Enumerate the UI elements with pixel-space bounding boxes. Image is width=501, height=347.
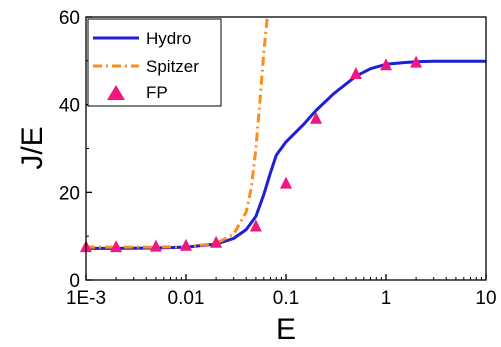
fp-point [380,58,392,71]
fp-point [280,176,292,189]
series-line-spitzer [86,16,269,249]
y-tick-label: 60 [59,8,80,29]
y-tick-label: 0 [69,271,80,292]
legend: Hydro Spitzer FP [87,18,222,107]
fp-point [110,240,123,253]
x-tick-label: 0.1 [273,288,299,309]
legend-box [87,18,222,107]
y-axis-ticks: 0 20 40 60 [59,8,92,292]
fp-point [210,235,223,248]
y-tick-label: 20 [59,183,80,204]
x-tick-label: 0.01 [168,288,205,309]
x-tick-label: 1E-3 [66,288,106,309]
fp-point [310,111,323,124]
fp-point [249,219,262,232]
y-axis-label: J/E [16,126,49,169]
y-tick-label: 40 [59,96,80,117]
fp-point [410,55,423,68]
series-layer [80,16,486,253]
fp-point [349,66,362,79]
x-tick-label: 1 [381,288,392,309]
x-axis-ticks: 1E-3 0.01 0.1 1 10 [66,274,497,309]
legend-swatch-fp [107,85,125,100]
fp-point [180,238,192,251]
legend-label-spitzer: Spitzer [146,57,199,76]
x-tick-label: 10 [475,288,496,309]
legend-label-fp: FP [146,83,168,102]
fp-point [149,239,162,252]
legend-label-hydro: Hydro [146,29,191,48]
x-axis-label: E [276,313,296,346]
